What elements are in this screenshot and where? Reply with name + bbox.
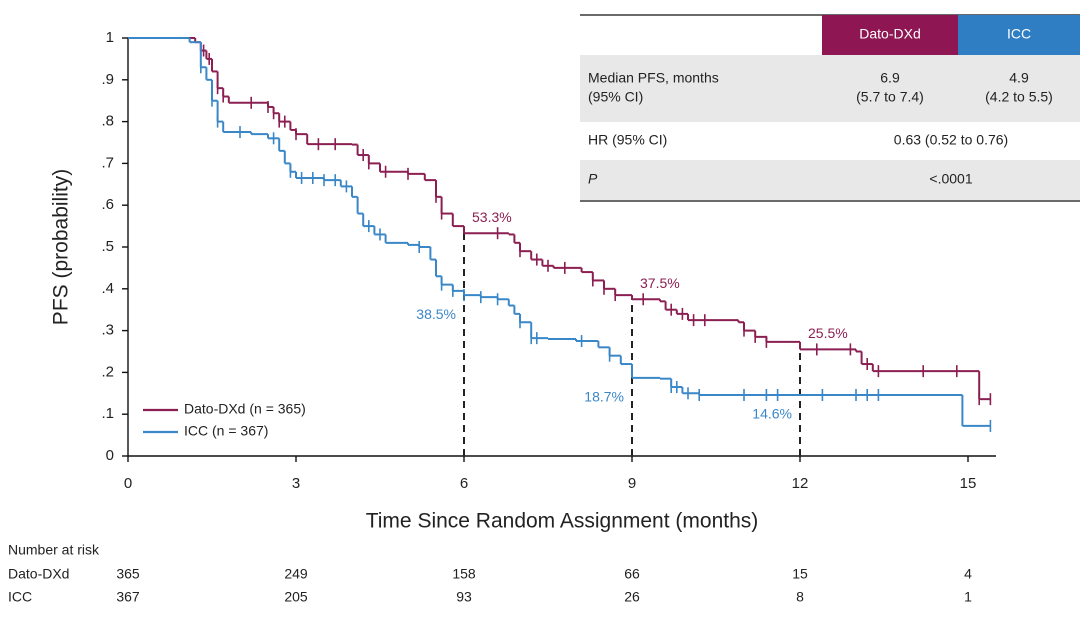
x-tick-label: 9: [628, 475, 636, 492]
landmark-label: 38.5%: [416, 306, 456, 322]
landmark-label: 18.7%: [584, 389, 624, 405]
risk-count: 66: [624, 566, 640, 582]
risk-row-label: Dato-DXd: [8, 566, 69, 582]
row-label: (95% CI): [588, 89, 643, 105]
risk-count: 4: [964, 566, 972, 582]
cell-text: 0.63 (0.52 to 0.76): [894, 132, 1008, 148]
legend-label: Dato-DXd (n = 365): [184, 401, 306, 417]
risk-count: 26: [624, 589, 640, 605]
y-tick-label: 0: [106, 447, 114, 464]
risk-row-label: ICC: [8, 589, 32, 605]
y-axis-label: PFS (probability): [50, 169, 73, 325]
x-tick-label: 12: [792, 475, 809, 492]
row-bg: [580, 55, 1080, 122]
risk-count: 8: [796, 589, 804, 605]
y-tick-label: .5: [101, 238, 114, 255]
y-tick-label: .6: [101, 196, 114, 213]
cell-text: <.0001: [929, 171, 972, 187]
landmark-label: 25.5%: [808, 325, 848, 341]
risk-count: 367: [116, 589, 140, 605]
cell-text: (5.7 to 7.4): [856, 89, 924, 105]
y-tick-label: 1: [106, 29, 114, 46]
x-tick-label: 3: [292, 475, 300, 492]
cell-text: (4.2 to 5.5): [985, 89, 1053, 105]
risk-count: 365: [116, 566, 140, 582]
header-cell: [958, 15, 1080, 55]
y-tick-label: .2: [101, 363, 114, 380]
x-tick-label: 0: [124, 475, 132, 492]
y-tick-label: .8: [101, 113, 114, 130]
landmark-label: 37.5%: [640, 275, 680, 291]
risk-count: 205: [284, 589, 308, 605]
y-tick-label: .1: [101, 405, 114, 422]
risk-count: 93: [456, 589, 472, 605]
header-label: Dato-DXd: [859, 26, 920, 42]
x-tick-label: 6: [460, 475, 468, 492]
landmark-label: 53.3%: [472, 209, 512, 225]
y-tick-label: .9: [101, 71, 114, 88]
y-tick-label: .3: [101, 322, 114, 339]
row-label: P: [588, 171, 598, 187]
landmark-label: 14.6%: [752, 406, 792, 422]
header-cell: [822, 15, 958, 55]
risk-count: 158: [452, 566, 476, 582]
y-tick-label: .7: [101, 154, 114, 171]
risk-count: 15: [792, 566, 808, 582]
row-bg: [580, 160, 1080, 200]
row-label: HR (95% CI): [588, 132, 667, 148]
row-label: Median PFS, months: [588, 70, 719, 86]
x-tick-label: 15: [960, 475, 977, 492]
legend-label: ICC (n = 367): [184, 423, 268, 439]
x-axis-label: Time Since Random Assignment (months): [366, 510, 759, 533]
risk-count: 1: [964, 589, 972, 605]
y-tick-label: .4: [101, 280, 114, 297]
cell-text: 4.9: [1009, 70, 1029, 86]
risk-table-title: Number at risk: [8, 542, 100, 558]
cell-text: 6.9: [880, 70, 900, 86]
risk-count: 249: [284, 566, 308, 582]
header-label: ICC: [1007, 26, 1031, 42]
